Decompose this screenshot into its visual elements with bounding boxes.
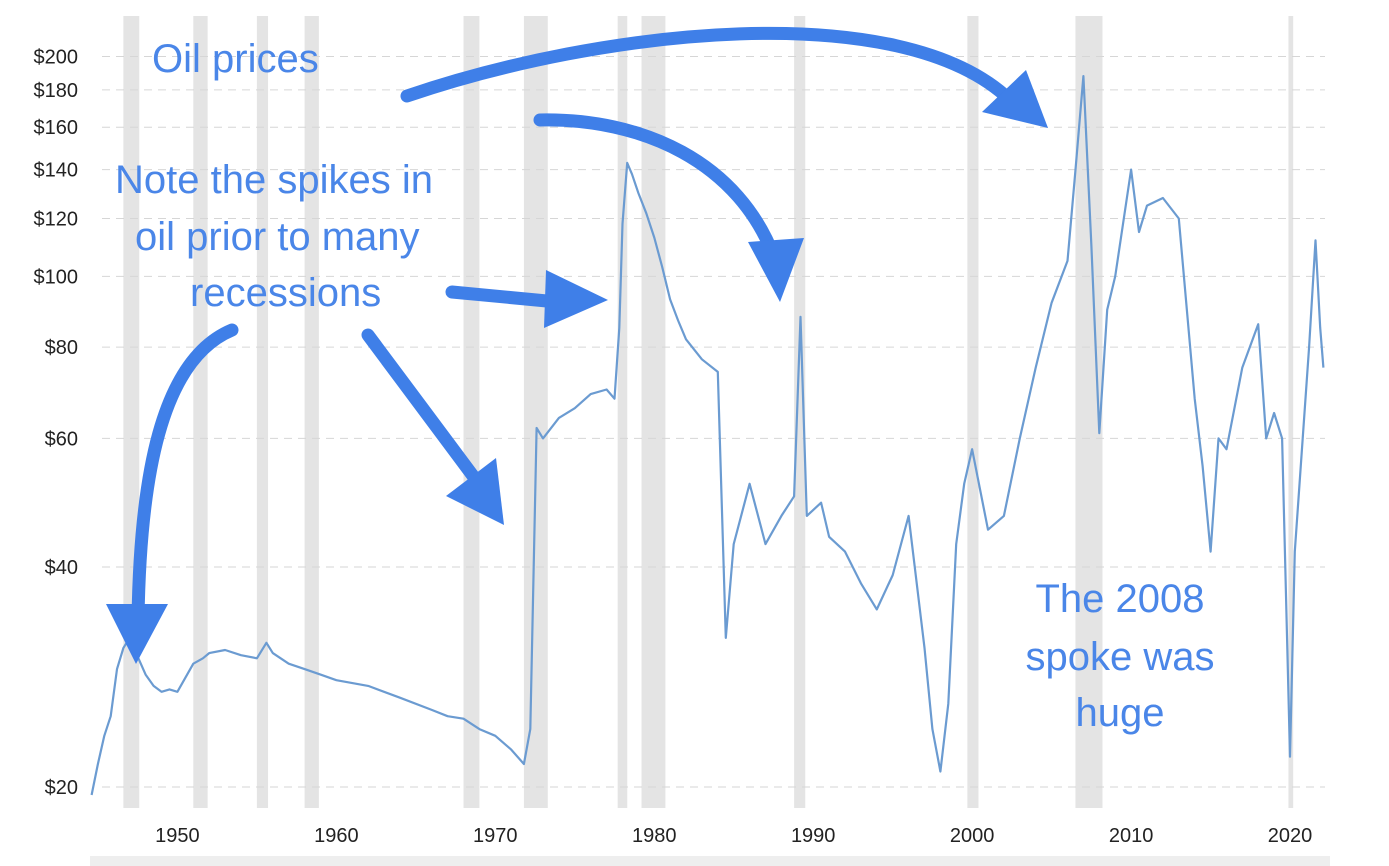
recession-band-2 — [256, 16, 269, 808]
recession-band-4 — [463, 16, 480, 808]
x-axis-ticks: 1950 1960 1970 1980 1990 2000 2010 2020 — [155, 825, 1312, 847]
x-tick-label-7: 2020 — [1268, 825, 1313, 847]
bottom-band — [90, 856, 1330, 866]
annotation-note-line-2: oil prior to many — [135, 215, 420, 259]
recession-band-9 — [967, 16, 979, 808]
y-tick-label-9: $20 — [45, 777, 78, 799]
recession-band-8 — [794, 16, 806, 808]
recession-band-11 — [1288, 16, 1294, 808]
gridlines — [102, 55, 1325, 788]
y-tick-label-1: $180 — [34, 80, 79, 102]
y-tick-label-2: $160 — [34, 117, 79, 139]
arrow-to-2008-spike — [400, 26, 1017, 107]
x-tick-label-6: 2010 — [1109, 825, 1154, 847]
recession-band-3 — [304, 16, 319, 808]
arrow-to-1973 — [361, 328, 489, 495]
arrowhead-2008 — [982, 70, 1048, 128]
y-tick-label-6: $80 — [45, 337, 78, 359]
recession-band-5 — [523, 16, 548, 808]
y-tick-label-7: $60 — [45, 428, 78, 450]
arrowhead-late-80s — [748, 238, 804, 302]
annotation-note-line-3: recessions — [190, 271, 381, 315]
x-tick-label-2: 1970 — [473, 825, 518, 847]
arrowhead-late-70s — [544, 270, 608, 328]
recession-band-1 — [193, 16, 208, 808]
y-tick-label-4: $120 — [34, 209, 79, 231]
recession-bands — [123, 16, 1294, 808]
y-tick-label-5: $100 — [34, 266, 79, 288]
y-tick-label-3: $140 — [34, 160, 79, 182]
x-tick-label-4: 1990 — [791, 825, 836, 847]
annotation-arrows — [106, 26, 1048, 664]
arrowhead-1973 — [446, 458, 504, 525]
y-tick-label-8: $40 — [45, 557, 78, 579]
series-layer — [90, 74, 1325, 796]
x-tick-label-1: 1960 — [314, 825, 359, 847]
annotation-2008-line-2: spoke was — [1026, 635, 1215, 679]
annotation-2008-line-1: The 2008 — [1035, 577, 1204, 621]
annotation-2008-line-3: huge — [1076, 691, 1165, 735]
arrow-to-late-80s — [533, 113, 783, 269]
arrow-to-1947 — [131, 323, 239, 627]
annotation-oil-prices: Oil prices — [152, 37, 319, 81]
y-tick-label-0: $200 — [34, 46, 79, 68]
annotation-note-line-1: Note the spikes in — [115, 158, 433, 202]
y-axis-ticks: $200 $180 $160 $140 $120 $100 $80 $60 $40 $20 — [34, 46, 79, 799]
series-line-0 — [90, 74, 1325, 796]
recession-band-0 — [123, 16, 140, 808]
x-tick-label-3: 1980 — [632, 825, 677, 847]
recession-band-6 — [617, 16, 628, 808]
x-tick-label-0: 1950 — [155, 825, 200, 847]
arrowhead-1947 — [106, 604, 168, 664]
x-tick-label-5: 2000 — [950, 825, 995, 847]
annotation-text: Oil prices Note the spikes in oil prior … — [115, 37, 1214, 735]
